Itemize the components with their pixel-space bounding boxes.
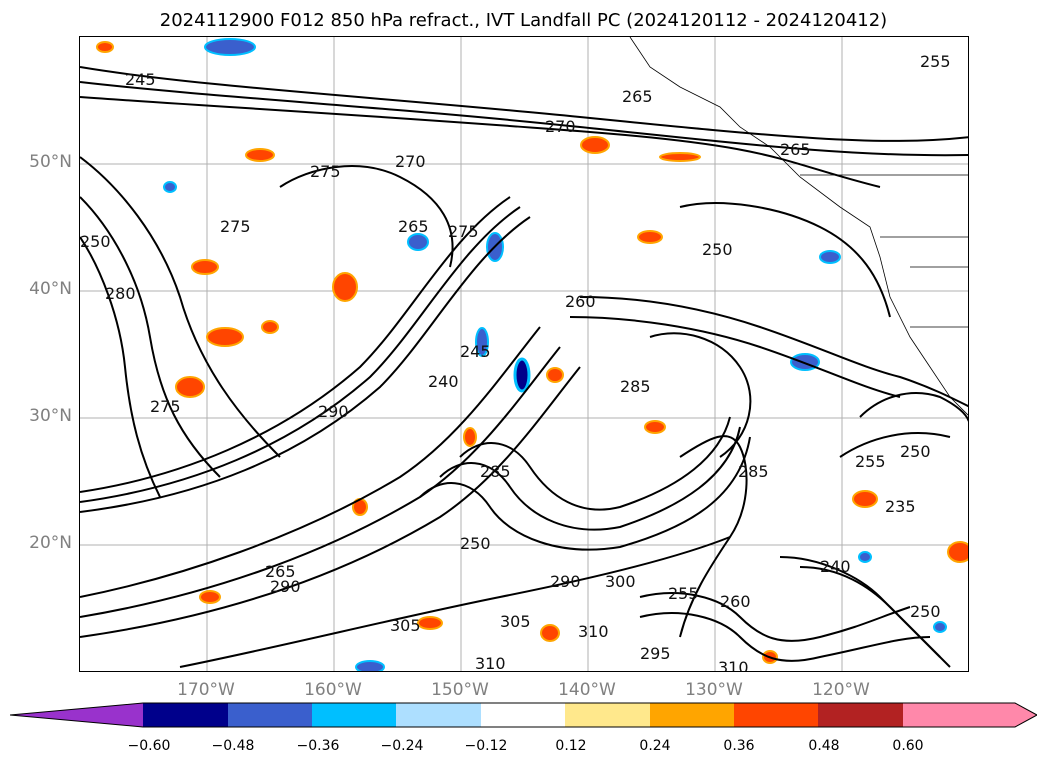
colorbar-segments xyxy=(10,703,1037,727)
contour-label: 275 xyxy=(448,222,479,241)
colorbar-segment xyxy=(734,703,818,727)
contour-label: 265 xyxy=(398,217,429,236)
contour-label: 255 xyxy=(920,52,951,71)
positive-anomaly-shading xyxy=(96,41,968,664)
colorbar-tick: −0.12 xyxy=(464,738,508,754)
colorbar-tick: 0.24 xyxy=(639,738,671,754)
lon-label-140w: 140°W xyxy=(558,680,616,700)
negative-anomaly-shading xyxy=(163,38,947,671)
contour-label: 285 xyxy=(480,462,511,481)
lon-label-170w: 170°W xyxy=(177,680,235,700)
colorbar-tick: −0.48 xyxy=(211,738,255,754)
contour-label: 265 xyxy=(622,87,653,106)
lon-label-120w: 120°W xyxy=(812,680,870,700)
map-panel: 245 275 275 270 265 275 250 275 290 240 … xyxy=(79,36,969,672)
contour-label: 265 xyxy=(265,562,296,581)
colorbar-segment xyxy=(818,703,903,727)
colorbar-tick: −0.24 xyxy=(380,738,424,754)
colorbar xyxy=(10,702,1037,728)
contour-label: 290 xyxy=(318,402,349,421)
contour-label: 240 xyxy=(428,372,459,391)
contour-label: 285 xyxy=(738,462,769,481)
map-svg: 245 275 275 270 265 275 250 275 290 240 … xyxy=(80,37,968,672)
contour-label: 250 xyxy=(900,442,931,461)
contour-label: 285 xyxy=(620,377,651,396)
colorbar-tick: −0.36 xyxy=(296,738,340,754)
contour-label: 240 xyxy=(820,557,851,576)
contour-label: 295 xyxy=(640,644,671,663)
map-title: 2024112900 F012 850 hPa refract., IVT La… xyxy=(159,10,888,31)
colorbar-segment xyxy=(565,703,650,727)
contour-label: 245 xyxy=(460,342,491,361)
colorbar-segment xyxy=(143,703,228,727)
coastline xyxy=(629,37,968,416)
lat-label-20n: 20°N xyxy=(29,533,72,553)
contour-label: 300 xyxy=(605,572,636,591)
lon-label-150w: 150°W xyxy=(431,680,489,700)
contour-label: 305 xyxy=(390,616,421,635)
colorbar-segment xyxy=(481,703,565,727)
contour-label: 310 xyxy=(578,622,609,641)
contour-label: 245 xyxy=(125,70,156,89)
contour-label: 255 xyxy=(668,584,699,603)
contour-label: 270 xyxy=(545,117,576,136)
contour-label: 255 xyxy=(855,452,886,471)
colorbar-segment xyxy=(228,703,312,727)
contour-label-group: 245 275 275 270 265 275 250 275 290 240 … xyxy=(80,52,951,672)
contour-label: 270 xyxy=(395,152,426,171)
lat-label-30n: 30°N xyxy=(29,406,72,426)
contour-label: 310 xyxy=(718,658,749,672)
contour-label: 290 xyxy=(550,572,581,591)
contour-label: 310 xyxy=(475,654,506,672)
contour-label: 275 xyxy=(150,397,181,416)
colorbar-tick: 0.60 xyxy=(892,738,924,754)
graticule xyxy=(80,37,968,671)
colorbar-segment xyxy=(312,703,396,727)
contour-label: 275 xyxy=(310,162,341,181)
contour-label: 265 xyxy=(780,140,811,159)
lon-label-130w: 130°W xyxy=(685,680,743,700)
contour-label: 290 xyxy=(270,577,301,596)
contour-label: 260 xyxy=(720,592,751,611)
contour-label: 250 xyxy=(910,602,941,621)
colorbar-outline xyxy=(10,702,1037,728)
colorbar-segment xyxy=(650,703,734,727)
contour-label: 305 xyxy=(500,612,531,631)
colorbar-segment xyxy=(903,703,1037,727)
colorbar-segment xyxy=(396,703,481,727)
contour-label: 250 xyxy=(80,232,111,251)
colorbar-tick: 0.48 xyxy=(808,738,840,754)
lon-label-160w: 160°W xyxy=(304,680,362,700)
colorbar-tick: −0.60 xyxy=(127,738,171,754)
contour-label: 235 xyxy=(885,497,916,516)
colorbar-segment xyxy=(10,703,143,727)
contour-label: 280 xyxy=(105,284,136,303)
contour-label: 275 xyxy=(220,217,251,236)
contour-label: 250 xyxy=(460,534,491,553)
colorbar-tick: 0.36 xyxy=(723,738,755,754)
contour-label: 250 xyxy=(702,240,733,259)
lat-label-40n: 40°N xyxy=(29,279,72,299)
contour-lines xyxy=(80,66,968,668)
contour-label: 260 xyxy=(565,292,596,311)
lat-label-50n: 50°N xyxy=(29,152,72,172)
colorbar-tick: 0.12 xyxy=(555,738,587,754)
